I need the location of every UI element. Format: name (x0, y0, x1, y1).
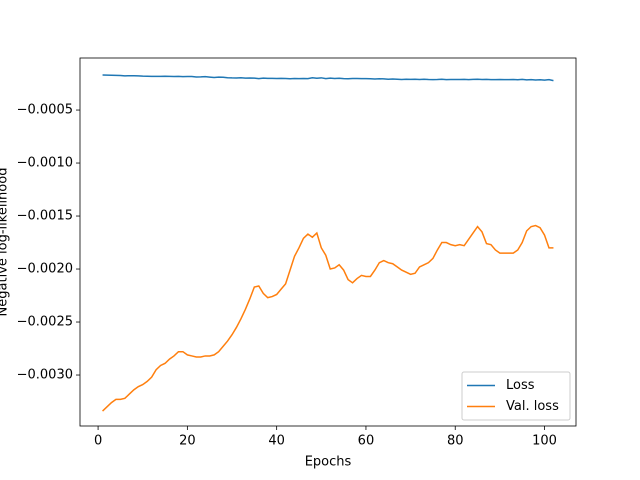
legend-box (461, 371, 571, 421)
y-tick-label: −0.0020 (17, 262, 73, 277)
x-tick-label: 0 (94, 434, 102, 449)
y-tick-label: −0.0015 (17, 209, 73, 224)
x-tick-label: 100 (532, 434, 557, 449)
x-tick-label: 80 (447, 434, 464, 449)
y-tick-label: −0.0010 (17, 156, 73, 171)
axes-frame (79, 57, 577, 427)
series-line (102, 224, 554, 412)
x-tick-label: 40 (268, 434, 285, 449)
x-tick-label: 20 (179, 434, 196, 449)
y-axis-label: Negative log-likelihood (0, 168, 11, 317)
x-tick-label: 60 (358, 434, 375, 449)
legend-label: Val. loss (506, 399, 559, 414)
y-tick-label: −0.0005 (17, 103, 73, 118)
legend-label: Loss (506, 378, 535, 393)
y-tick-label: −0.0030 (17, 368, 73, 383)
series-line (102, 74, 554, 82)
y-tick-label: −0.0025 (17, 315, 73, 330)
x-axis-label: Epochs (305, 455, 352, 470)
